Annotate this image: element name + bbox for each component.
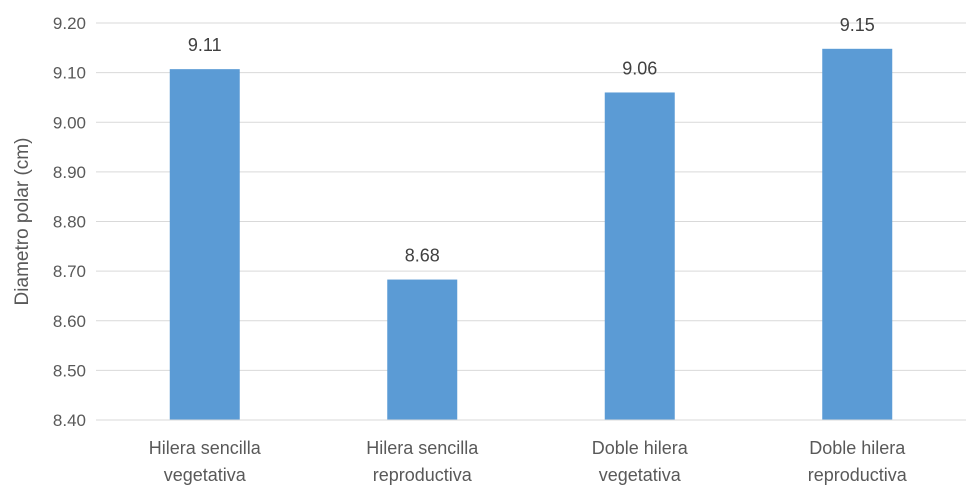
y-tick-label: 8.60 [53,312,86,331]
y-tick-label: 9.10 [53,64,86,83]
x-category-label: Hilera sencilla [366,438,479,458]
y-axis-ticks: 8.40 8.50 8.60 8.70 8.80 8.90 9.00 9.10 9.20 [53,14,86,430]
y-tick-label: 9.20 [53,14,86,33]
y-tick-label: 8.50 [53,361,86,380]
x-axis-categories: Hilera sencilla vegetativa Hilera sencilla… [149,438,908,485]
x-category-label: reproductiva [373,465,473,485]
x-category-label: reproductiva [808,465,908,485]
x-category-label: vegetativa [599,465,682,485]
x-category-label: Hilera sencilla [149,438,262,458]
bar [387,279,458,420]
data-label: 9.06 [622,58,657,78]
gridlines [96,22,966,371]
bars [169,48,893,421]
y-tick-label: 8.80 [53,213,86,232]
data-label: 9.11 [188,35,222,55]
x-category-label: Doble hilera [809,438,906,458]
data-label: 8.68 [405,246,440,266]
y-tick-label: 8.90 [53,163,86,182]
x-category-label: vegetativa [164,465,247,485]
data-labels: 9.11 8.68 9.06 9.15 [188,15,875,266]
y-axis-title: Diametro polar (cm) [12,138,33,306]
bar [169,69,240,421]
y-tick-label: 9.00 [53,113,86,132]
x-category-label: Doble hilera [592,438,689,458]
y-tick-label: 8.40 [53,411,86,430]
bar [604,92,675,420]
y-tick-label: 8.70 [53,262,86,281]
data-label: 9.15 [840,15,875,35]
bar [822,48,893,421]
